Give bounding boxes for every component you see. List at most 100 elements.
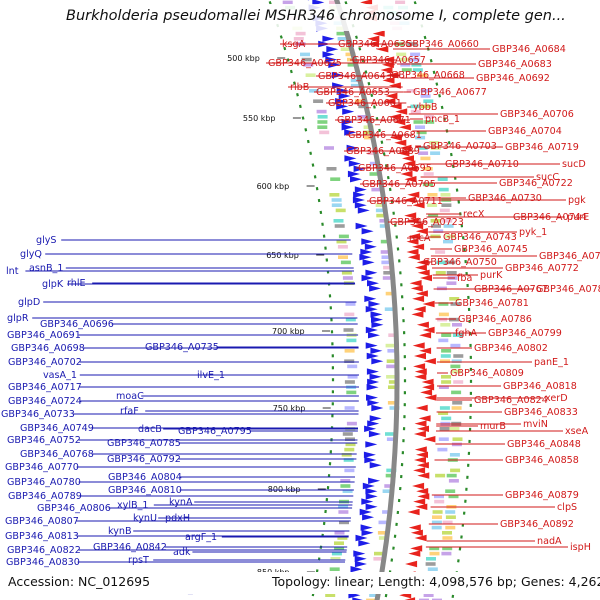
forward-gene-arrow[interactable] — [376, 46, 389, 53]
forward-gene-label[interactable]: GBP346_A0683 — [478, 59, 552, 70]
forward-gene-arrow[interactable] — [412, 342, 425, 349]
reverse-gene-arrow[interactable] — [367, 399, 380, 406]
forward-gene-label[interactable]: GBP346_A0783 — [536, 284, 600, 295]
forward-gene-arrow[interactable] — [414, 456, 426, 464]
forward-gene-arrow[interactable] — [399, 144, 412, 152]
reverse-gene-arrow[interactable] — [369, 285, 382, 292]
reverse-gene-arrow[interactable] — [362, 259, 375, 266]
reverse-gene-label[interactable]: GBP346_A0806 — [37, 503, 111, 514]
forward-gene-arrow[interactable] — [405, 560, 418, 568]
reverse-gene-arrow[interactable] — [331, 72, 344, 79]
reverse-gene-label[interactable]: rpsT — [128, 555, 149, 566]
forward-gene-label[interactable]: GBP346_A0879 — [505, 490, 579, 501]
forward-gene-arrow[interactable] — [414, 264, 427, 271]
reverse-gene-arrow[interactable] — [359, 254, 372, 261]
forward-gene-arrow[interactable] — [389, 103, 402, 110]
forward-gene-arrow[interactable] — [404, 212, 417, 219]
reverse-gene-arrow[interactable] — [365, 342, 378, 349]
reverse-gene-arrow[interactable] — [364, 456, 377, 464]
reverse-gene-arrow[interactable] — [370, 347, 383, 354]
reverse-gene-label[interactable]: GBP346_A0789 — [8, 491, 82, 502]
reverse-gene-arrow[interactable] — [369, 462, 382, 469]
forward-gene-arrow[interactable] — [423, 436, 436, 443]
forward-gene-label[interactable]: ybbB — [413, 102, 437, 113]
forward-gene-arrow[interactable] — [412, 243, 425, 250]
forward-gene-arrow[interactable] — [416, 462, 429, 469]
forward-gene-label[interactable]: GBP346_A0711 — [369, 196, 443, 207]
forward-gene-label[interactable]: GBP346_A0824 — [474, 395, 548, 406]
forward-gene-label[interactable]: GBP346_A0635 — [338, 39, 412, 50]
forward-gene-label[interactable]: GBP346_A0799 — [488, 328, 562, 339]
reverse-gene-label[interactable]: rhlE — [67, 278, 86, 289]
forward-gene-arrow[interactable] — [403, 196, 416, 204]
reverse-gene-label[interactable]: GBP346_A0813 — [5, 531, 79, 542]
reverse-gene-arrow[interactable] — [371, 404, 384, 412]
reverse-gene-label[interactable]: GBP346_A0724 — [8, 396, 82, 407]
reverse-gene-arrow[interactable] — [361, 498, 374, 505]
forward-gene-label[interactable]: GBP346_A0719 — [505, 142, 579, 153]
reverse-gene-label[interactable]: GBP346_A0717 — [8, 382, 82, 393]
reverse-gene-label[interactable]: GBP346_A0691 — [7, 330, 81, 341]
reverse-gene-arrow[interactable] — [361, 529, 374, 536]
reverse-gene-label[interactable]: GBP346_A0804 — [108, 472, 182, 483]
forward-gene-arrow[interactable] — [413, 498, 426, 505]
reverse-gene-arrow[interactable] — [353, 550, 366, 557]
forward-gene-arrow[interactable] — [403, 597, 416, 600]
reverse-gene-label[interactable]: GBP346_A0795 — [178, 426, 252, 437]
reverse-gene-arrow[interactable] — [367, 420, 380, 427]
reverse-gene-arrow[interactable] — [366, 368, 379, 375]
reverse-gene-label[interactable]: GBP346_A0696 — [40, 319, 114, 330]
reverse-gene-arrow[interactable] — [352, 597, 364, 600]
forward-gene-arrow[interactable] — [406, 238, 419, 245]
forward-gene-arrow[interactable] — [414, 368, 427, 375]
forward-gene-arrow[interactable] — [410, 285, 423, 292]
reverse-gene-label[interactable]: GBP346_A0752 — [7, 435, 81, 446]
reverse-gene-arrow[interactable] — [354, 202, 367, 209]
forward-gene-label[interactable]: GBP346_A0848 — [507, 439, 581, 450]
forward-gene-label[interactable]: xerD — [545, 393, 568, 404]
forward-gene-arrow[interactable] — [380, 66, 393, 74]
reverse-gene-arrow[interactable] — [369, 373, 382, 380]
reverse-gene-label[interactable]: GBP346_A0698 — [11, 343, 85, 354]
forward-gene-label[interactable]: GBP346_A0704 — [488, 126, 562, 137]
forward-gene-arrow[interactable] — [389, 134, 402, 141]
forward-gene-arrow[interactable] — [417, 493, 430, 500]
reverse-gene-label[interactable]: adk — [173, 547, 191, 558]
forward-gene-arrow[interactable] — [413, 306, 426, 313]
forward-gene-label[interactable]: GBP346_A0695 — [358, 163, 432, 174]
reverse-gene-arrow[interactable] — [326, 46, 339, 53]
forward-gene-arrow[interactable] — [394, 139, 407, 146]
forward-gene-label[interactable]: GBP346_A0660 — [405, 39, 479, 50]
forward-gene-label[interactable]: GBP346_A0643 — [318, 71, 392, 82]
forward-gene-arrow[interactable] — [416, 451, 428, 458]
forward-gene-label[interactable]: xseA — [565, 426, 589, 437]
forward-gene-arrow[interactable] — [420, 389, 433, 396]
reverse-gene-arrow[interactable] — [322, 51, 335, 58]
forward-gene-label[interactable]: GBP346_A0809 — [450, 368, 524, 379]
forward-gene-arrow[interactable] — [414, 373, 427, 380]
reverse-gene-label[interactable]: ilvE_1 — [197, 370, 225, 381]
reverse-gene-arrow[interactable] — [367, 280, 379, 287]
reverse-gene-label[interactable]: GBP346_A0810 — [108, 485, 182, 496]
reverse-gene-arrow[interactable] — [366, 394, 378, 401]
forward-gene-arrow[interactable] — [412, 482, 425, 490]
reverse-gene-arrow[interactable] — [365, 493, 378, 500]
forward-gene-label[interactable]: nadA — [537, 536, 562, 547]
forward-gene-label[interactable]: GBP346_A0730 — [468, 193, 542, 204]
forward-gene-label[interactable]: GBP346_A0786 — [458, 314, 532, 325]
reverse-gene-arrow[interactable] — [364, 243, 377, 250]
reverse-gene-arrow[interactable] — [350, 176, 362, 183]
forward-gene-arrow[interactable] — [397, 150, 410, 157]
reverse-gene-arrow[interactable] — [360, 524, 373, 531]
forward-gene-arrow[interactable] — [411, 222, 424, 230]
reverse-gene-arrow[interactable] — [362, 482, 375, 490]
forward-gene-label[interactable]: GBP346_A0706 — [500, 109, 574, 120]
forward-gene-arrow[interactable] — [423, 358, 436, 365]
forward-gene-arrow[interactable] — [385, 92, 398, 100]
reverse-gene-label[interactable]: GBP346_A0702 — [8, 357, 82, 368]
reverse-gene-arrow[interactable] — [336, 103, 349, 110]
reverse-gene-label[interactable]: GBP346_A0792 — [107, 454, 181, 465]
forward-gene-label[interactable]: pgk — [568, 195, 586, 206]
reverse-gene-arrow[interactable] — [364, 425, 377, 432]
reverse-gene-arrow[interactable] — [342, 108, 355, 115]
